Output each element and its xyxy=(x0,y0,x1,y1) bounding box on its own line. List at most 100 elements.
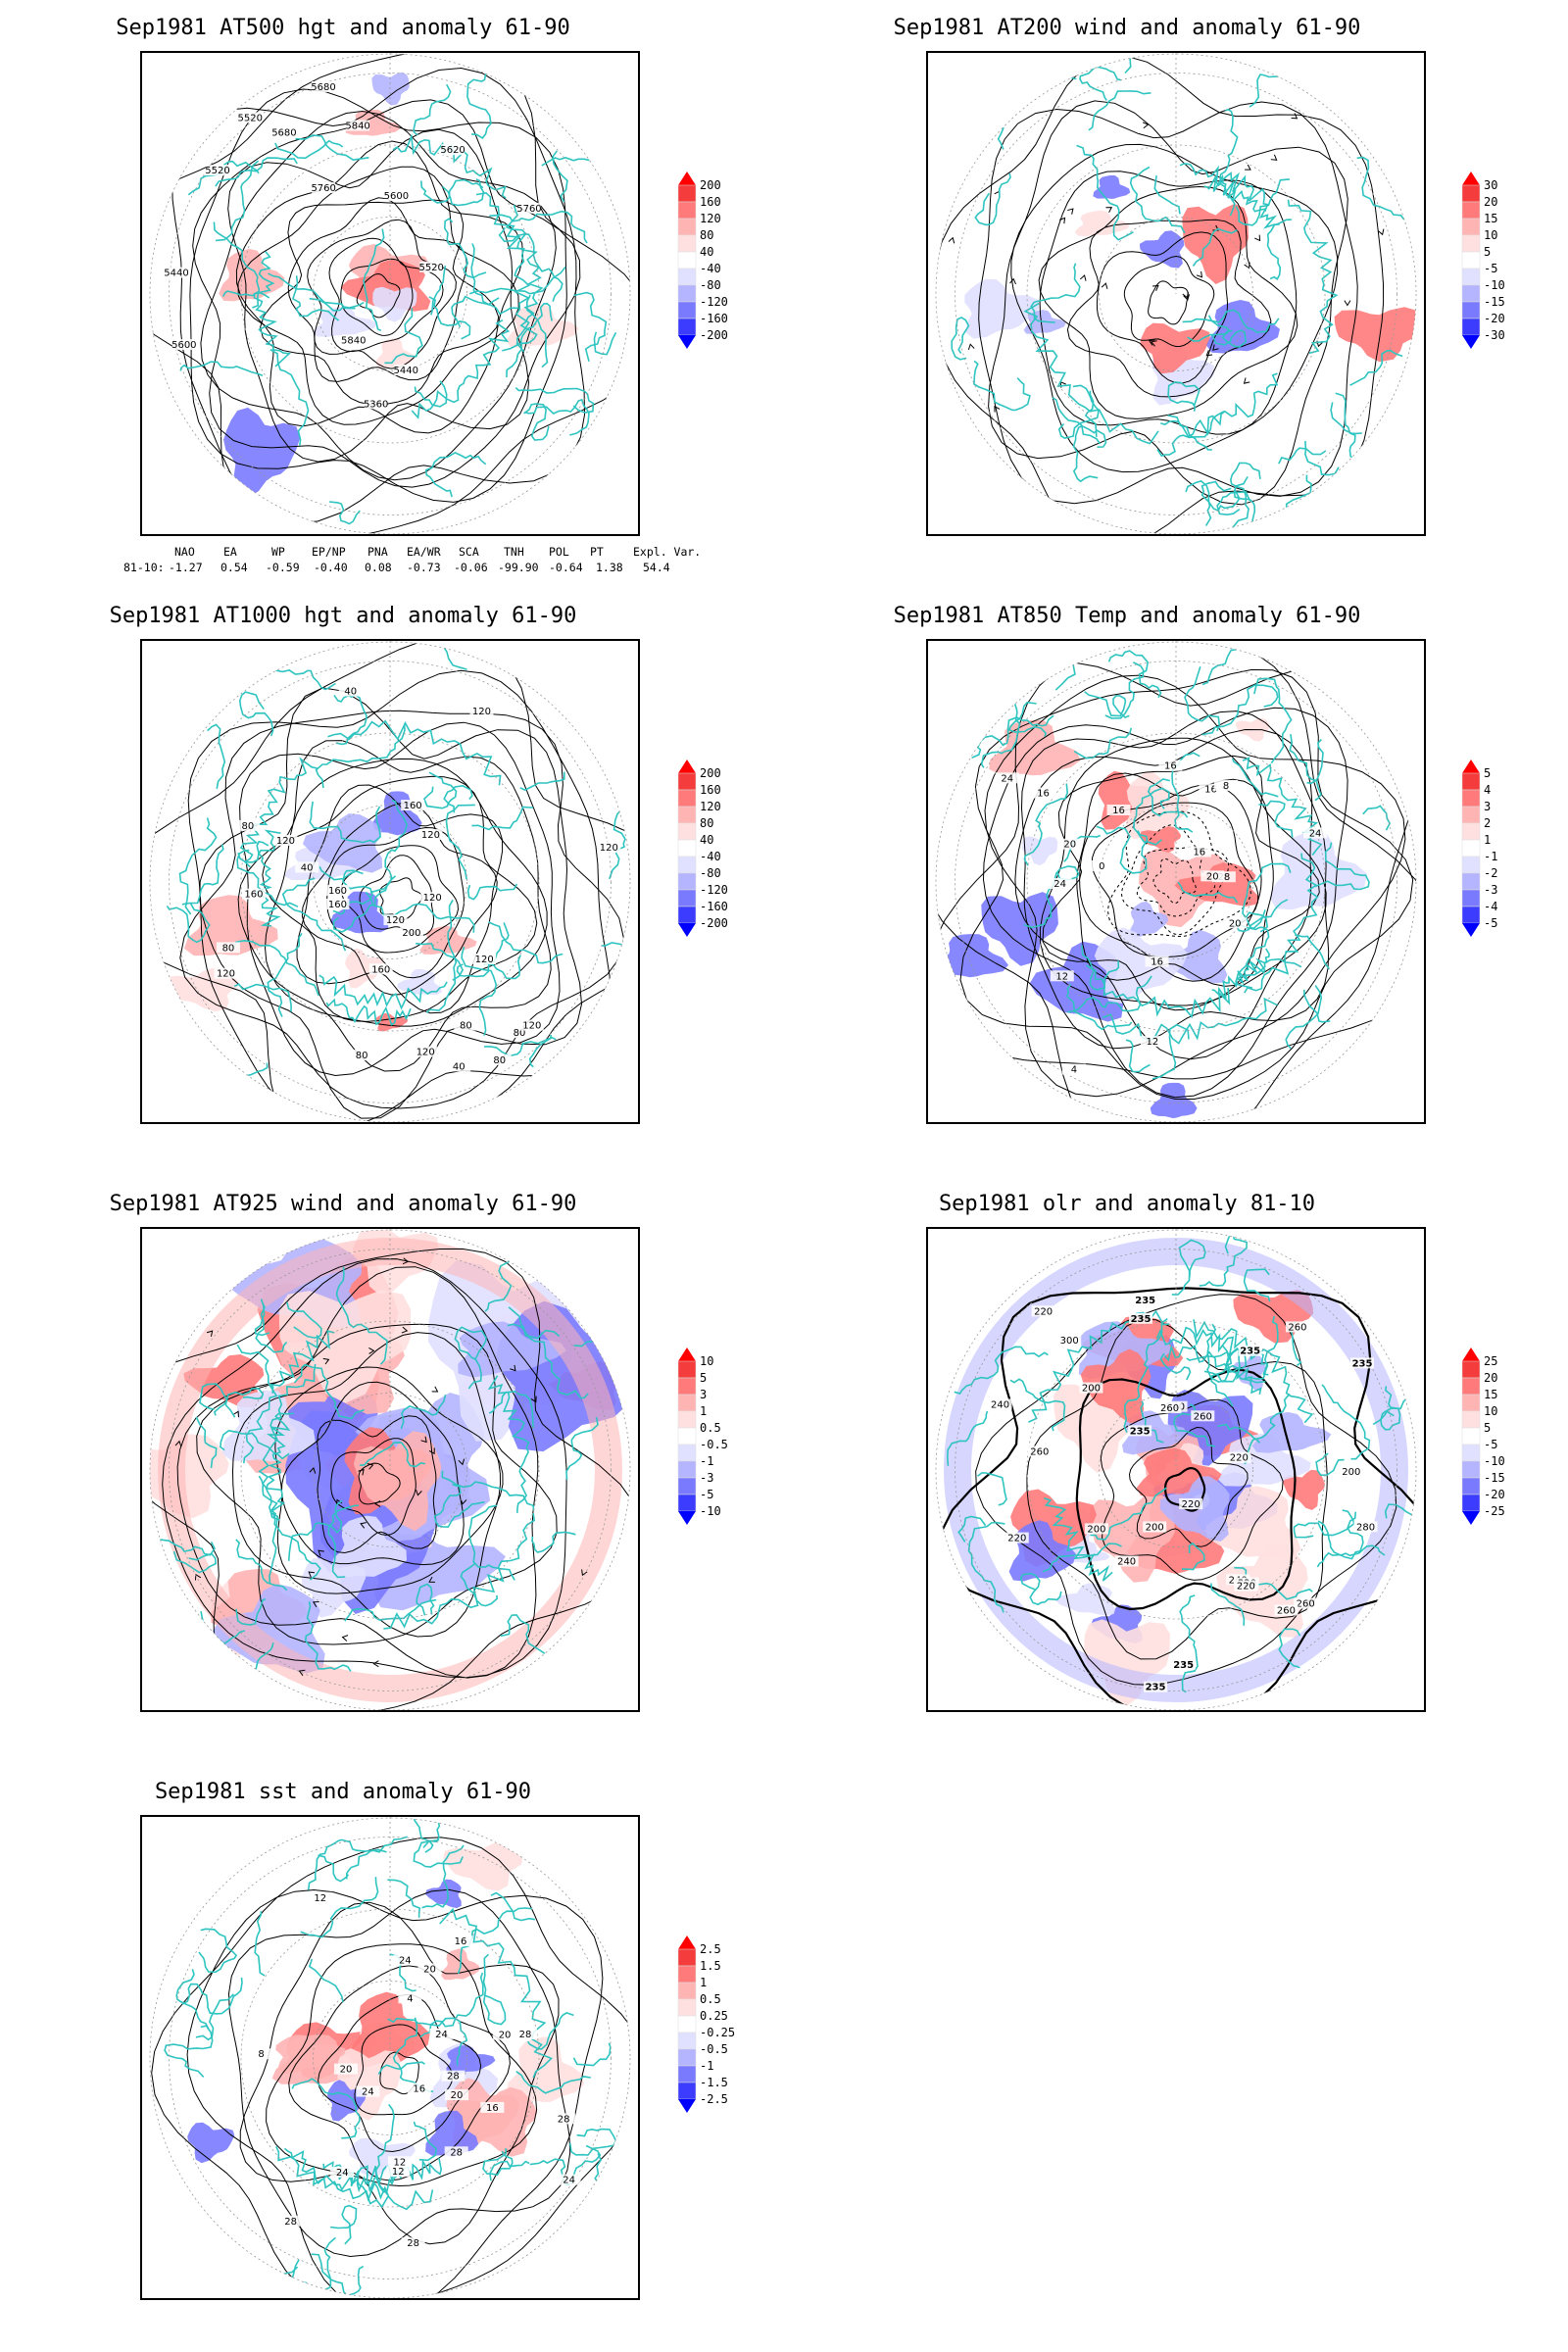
anomaly-shading xyxy=(1139,230,1185,269)
streamline-arrow xyxy=(416,1489,422,1496)
anomaly-shading xyxy=(330,1515,407,1578)
coastline xyxy=(325,998,412,1026)
coastline xyxy=(470,243,500,306)
colorbar-tick-label: -40 xyxy=(700,850,721,863)
contour-label-bg xyxy=(445,2089,469,2101)
coastline xyxy=(414,380,448,408)
index-header: PT xyxy=(590,545,604,559)
streamline-arrow xyxy=(322,1357,330,1365)
coastline xyxy=(315,724,406,789)
coastline xyxy=(451,295,519,328)
coastline xyxy=(1362,805,1392,831)
colorbar-tick-label: 30 xyxy=(1484,178,1497,192)
streamline-arrow xyxy=(1009,277,1016,285)
contour-label: 16 xyxy=(455,1936,467,1947)
contour-label-bg xyxy=(249,2048,273,2060)
colorbar-swatch xyxy=(1461,856,1481,874)
streamline-arrow xyxy=(1182,291,1189,299)
contour-label: 5600 xyxy=(172,340,196,351)
latitude-circle xyxy=(169,1249,612,1691)
coastline xyxy=(505,204,544,353)
contour-label-bg xyxy=(1057,1334,1082,1346)
streamline-arrow xyxy=(318,1549,324,1556)
contour-label-bg xyxy=(1294,1597,1318,1609)
anomaly-shading xyxy=(313,306,377,337)
coastline xyxy=(237,840,270,863)
streamline xyxy=(150,1248,630,1710)
colorbar-tick-label: -15 xyxy=(1484,1471,1505,1485)
colorbar-tick-label: 120 xyxy=(700,212,721,225)
streamline-arrow xyxy=(967,343,975,351)
contour-label-bg xyxy=(418,828,443,840)
contour-label-bg xyxy=(278,2215,303,2227)
coastline xyxy=(274,139,344,160)
contour-line xyxy=(296,784,504,1014)
coastline xyxy=(541,157,599,167)
panel-title-at1000-hgt: Sep1981 AT1000 hgt and anomaly 61-90 xyxy=(109,604,577,628)
coastline xyxy=(957,1515,987,1543)
map-at850-temp: 161612401620248121620242824201616 xyxy=(926,639,1426,1124)
coastline xyxy=(1072,424,1107,483)
colorbar-swatch xyxy=(1461,268,1481,286)
index-row-label: 81-10: xyxy=(123,561,165,574)
coastline xyxy=(309,297,365,312)
latitude-circle xyxy=(169,661,612,1103)
colorbar-at200-wind: 30 20 15 10 5 -5 -10 -15 -20 -30 xyxy=(1460,172,1548,359)
contour-label: 260 xyxy=(1297,1599,1315,1610)
colorbar-tick-label: -1 xyxy=(700,1454,713,1468)
anomaly-shading xyxy=(1084,1619,1170,1706)
contour-line xyxy=(984,674,1406,1098)
contour-label: 5760 xyxy=(311,183,335,194)
index-header: Expl. Var. xyxy=(633,545,702,559)
coastline xyxy=(411,318,511,419)
anomaly-shading xyxy=(1150,1082,1198,1119)
streamline-arrow xyxy=(1058,217,1066,224)
streamline-arrow xyxy=(1344,300,1351,307)
coastline xyxy=(443,218,487,279)
colorbar-swatch xyxy=(677,284,697,303)
anomaly-shading xyxy=(443,1841,523,1891)
index-header: SCA xyxy=(459,545,479,559)
anomaly-shading xyxy=(1167,929,1228,984)
contour-line xyxy=(151,1837,630,2298)
streamline-arrow xyxy=(994,190,1001,198)
contour-label-bg xyxy=(1157,1402,1182,1414)
coastline xyxy=(268,272,356,310)
colorbar-tick-label: 160 xyxy=(700,783,721,797)
contour-label-bg xyxy=(308,1891,332,1903)
contour-label-bg xyxy=(1027,1446,1052,1457)
streamline-arrow xyxy=(1150,340,1157,347)
streamline-arrow xyxy=(194,1573,202,1581)
anomaly-shading xyxy=(221,1390,316,1461)
contour-line xyxy=(938,1287,1416,1710)
colorbar-swatch xyxy=(1461,1477,1481,1495)
coastline xyxy=(490,1891,536,1922)
colorbar-tick-label: -4 xyxy=(1484,900,1497,913)
contour-line xyxy=(266,1943,538,2187)
contour-label: 28 xyxy=(284,2217,297,2228)
contour-line xyxy=(227,1888,571,2258)
coastline xyxy=(360,1442,426,1468)
coastline xyxy=(572,2042,612,2067)
coastline xyxy=(1192,227,1238,267)
coastline xyxy=(1147,778,1189,818)
map-canvas: 260 235 235 260 220 220 240 200 240 235 220 200 235 2… xyxy=(935,1229,1417,1710)
contour-label-bg xyxy=(330,2166,355,2178)
index-value: -0.40 xyxy=(314,561,348,574)
coastline xyxy=(419,1972,484,2038)
map-boundary-circle xyxy=(149,1817,631,2298)
coastline xyxy=(1043,654,1076,691)
contour-label-bg xyxy=(1214,779,1239,791)
colorbar-swatch xyxy=(677,772,697,791)
coastline xyxy=(1243,1268,1271,1302)
anomaly-shading xyxy=(1140,322,1210,374)
colorbar-tick-label: -5 xyxy=(1484,262,1497,275)
colorbar-tick-label: -5 xyxy=(700,1488,713,1501)
coastline xyxy=(329,501,361,525)
colorbar-swatch xyxy=(678,2099,696,2113)
colorbar-swatch xyxy=(678,1348,696,1361)
contour-label-bg xyxy=(1057,838,1082,850)
coastline xyxy=(255,1302,288,1353)
colorbar-tick-label: -40 xyxy=(700,262,721,275)
contour-line xyxy=(172,67,586,524)
